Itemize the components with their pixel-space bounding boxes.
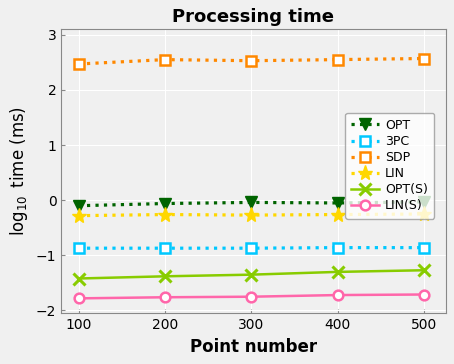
LIN(S) [76,296,81,301]
LIN(S) [162,295,168,300]
3PC [335,245,340,250]
OPT [335,201,340,205]
LIN [335,212,340,217]
OPT [421,200,427,204]
OPT(S) [162,274,168,278]
OPT [249,200,254,205]
LIN(S) [421,292,427,297]
LIN [249,213,254,217]
OPT(S) [249,273,254,277]
Line: LIN(S): LIN(S) [74,290,429,303]
LIN(S) [249,294,254,299]
SDP [421,56,427,61]
Legend: OPT, 3PC, SDP, LIN, OPT(S), LIN(S): OPT, 3PC, SDP, LIN, OPT(S), LIN(S) [345,112,434,219]
OPT(S) [76,276,81,281]
LIN [421,212,427,216]
3PC [249,246,254,250]
OPT [76,203,81,208]
Title: Processing time: Processing time [173,8,335,26]
LIN [76,213,81,218]
LIN [162,212,168,217]
Line: OPT: OPT [73,196,429,211]
SDP [162,58,168,62]
SDP [249,59,254,63]
Line: OPT(S): OPT(S) [73,265,429,284]
Line: 3PC: 3PC [74,243,429,253]
OPT [162,201,168,206]
3PC [421,245,427,250]
Line: SDP: SDP [74,54,429,69]
3PC [162,246,168,250]
OPT(S) [421,268,427,272]
SDP [335,58,340,62]
SDP [76,62,81,66]
LIN(S) [335,293,340,297]
X-axis label: Point number: Point number [190,338,317,356]
OPT(S) [335,270,340,274]
Y-axis label: $\log_{10}$ time (ms): $\log_{10}$ time (ms) [8,106,30,236]
3PC [76,246,81,250]
Line: LIN: LIN [71,206,432,223]
